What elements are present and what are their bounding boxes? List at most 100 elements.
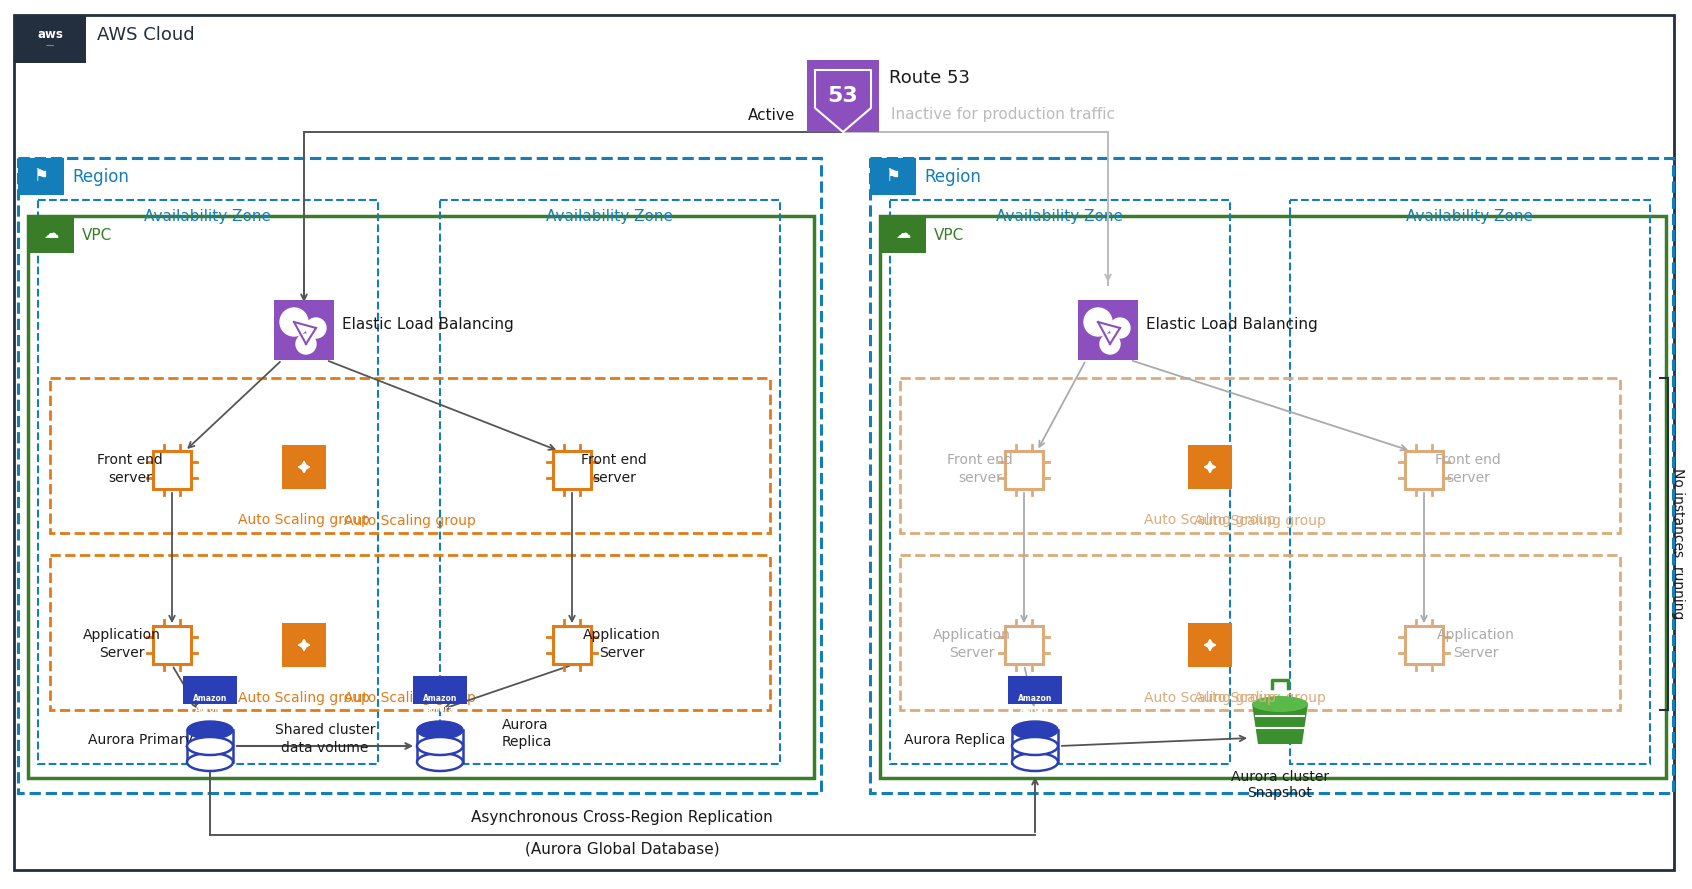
Text: Region: Region	[73, 168, 129, 186]
Text: ⚑: ⚑	[34, 167, 49, 185]
Ellipse shape	[416, 753, 464, 771]
Text: Auto Scaling group: Auto Scaling group	[343, 691, 475, 705]
Bar	[880, 216, 926, 253]
Text: server: server	[592, 471, 636, 485]
Text: Amazon
Aurora: Amazon Aurora	[423, 694, 457, 714]
Bar	[1188, 445, 1232, 489]
Text: Server: Server	[1453, 646, 1499, 660]
Bar	[29, 216, 74, 253]
Ellipse shape	[1012, 721, 1058, 739]
Bar	[188, 730, 233, 762]
Text: Region: Region	[924, 168, 981, 186]
Text: Auto Scaling group: Auto Scaling group	[1195, 691, 1327, 705]
Bar	[416, 730, 464, 762]
Text: Front end: Front end	[1435, 453, 1501, 467]
Text: Amazon
Aurora: Amazon Aurora	[193, 694, 227, 714]
Bar	[807, 60, 880, 132]
Bar	[19, 158, 64, 195]
Text: Front end: Front end	[580, 453, 646, 467]
Bar	[870, 158, 915, 195]
Circle shape	[1110, 318, 1130, 338]
Bar	[1012, 730, 1058, 762]
Text: Availability Zone: Availability Zone	[144, 209, 271, 223]
Text: Asynchronous Cross-Region Replication: Asynchronous Cross-Region Replication	[470, 810, 773, 825]
Text: aws: aws	[37, 28, 63, 41]
Bar	[274, 300, 333, 360]
Text: Auto Scaling group: Auto Scaling group	[1195, 514, 1327, 528]
Bar	[29, 216, 814, 778]
Text: 53: 53	[827, 86, 858, 106]
Bar	[553, 626, 591, 664]
Text: data volume: data volume	[281, 741, 369, 755]
Bar	[413, 676, 467, 704]
Ellipse shape	[1012, 737, 1058, 755]
Text: Auto Scaling group: Auto Scaling group	[1144, 513, 1276, 527]
Text: —: —	[46, 42, 54, 51]
Text: (Aurora Global Database): (Aurora Global Database)	[525, 841, 719, 856]
Bar	[553, 451, 591, 489]
Bar	[14, 15, 86, 63]
Bar	[1078, 300, 1139, 360]
Ellipse shape	[188, 753, 233, 771]
Circle shape	[296, 334, 316, 354]
Text: ☁: ☁	[895, 227, 910, 242]
Text: Aurora: Aurora	[503, 718, 548, 732]
Bar	[283, 623, 327, 667]
Text: Application: Application	[83, 628, 161, 642]
Bar	[1289, 200, 1650, 764]
Bar	[1404, 626, 1443, 664]
Circle shape	[1085, 308, 1112, 336]
Text: Elastic Load Balancing: Elastic Load Balancing	[342, 316, 514, 332]
Bar	[1005, 451, 1042, 489]
Text: server: server	[1447, 471, 1491, 485]
Circle shape	[279, 308, 308, 336]
Bar	[183, 676, 237, 704]
Circle shape	[306, 318, 327, 338]
Ellipse shape	[1252, 696, 1308, 712]
Text: Aurora cluster: Aurora cluster	[1232, 770, 1328, 784]
Ellipse shape	[188, 737, 233, 755]
Bar	[152, 451, 191, 489]
Bar	[152, 626, 191, 664]
Text: Aurora Primary: Aurora Primary	[88, 733, 193, 747]
Ellipse shape	[416, 737, 464, 755]
Circle shape	[1100, 334, 1120, 354]
Text: Front end: Front end	[96, 453, 162, 467]
Text: Route 53: Route 53	[888, 69, 970, 87]
Text: VPC: VPC	[81, 228, 112, 243]
Polygon shape	[1252, 704, 1308, 744]
Text: Auto Scaling group: Auto Scaling group	[343, 514, 475, 528]
Text: Shared cluster: Shared cluster	[274, 723, 376, 737]
Text: No instances  running: No instances running	[1672, 469, 1685, 620]
Text: ⚑: ⚑	[885, 167, 900, 185]
Text: Aurora Replica: Aurora Replica	[904, 733, 1005, 747]
Ellipse shape	[188, 721, 233, 739]
Bar	[51, 378, 770, 533]
Text: ☁: ☁	[44, 227, 59, 242]
Text: Availability Zone: Availability Zone	[997, 209, 1123, 223]
Text: server: server	[958, 471, 1002, 485]
Bar	[890, 200, 1230, 764]
Text: Amazon
Aurora: Amazon Aurora	[1019, 694, 1052, 714]
Bar	[1188, 623, 1232, 667]
Text: Auto Scaling group: Auto Scaling group	[239, 691, 371, 705]
Bar	[880, 216, 1667, 778]
Ellipse shape	[1012, 753, 1058, 771]
Text: Server: Server	[100, 646, 146, 660]
Bar	[900, 378, 1619, 533]
Text: Elastic Load Balancing: Elastic Load Balancing	[1145, 316, 1318, 332]
Bar	[900, 555, 1619, 710]
Bar	[283, 445, 327, 489]
Text: AWS Cloud: AWS Cloud	[96, 26, 195, 44]
Text: Server: Server	[949, 646, 995, 660]
Text: Inactive for production traffic: Inactive for production traffic	[892, 108, 1115, 123]
Text: Availability Zone: Availability Zone	[1406, 209, 1533, 223]
Bar	[51, 555, 770, 710]
Bar	[1005, 626, 1042, 664]
Text: Auto Scaling group: Auto Scaling group	[1144, 691, 1276, 705]
Text: Active: Active	[748, 108, 795, 123]
Text: Snapshot: Snapshot	[1247, 786, 1313, 800]
Text: Replica: Replica	[503, 735, 552, 749]
Bar	[440, 200, 780, 764]
Bar	[1404, 451, 1443, 489]
